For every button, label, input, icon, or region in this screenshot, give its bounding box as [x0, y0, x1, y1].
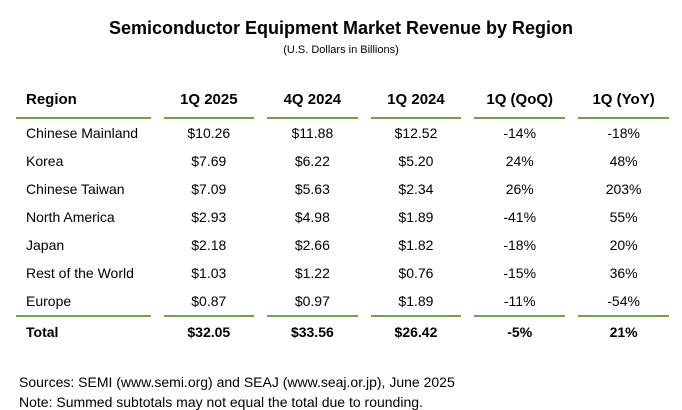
value-cell: 203% [605, 181, 642, 197]
value-cell: $1.89 [398, 293, 434, 309]
value-cell: $12.52 [394, 125, 438, 141]
value-cell: 24% [505, 153, 534, 169]
value-cell: $2.18 [191, 237, 227, 253]
header-row: Region 1Q 2025 4Q 2024 1Q 2024 1Q (QoQ) … [16, 84, 669, 119]
column-header-yoy: 1Q (YoY) [578, 84, 669, 119]
value-cell: $11.88 [291, 125, 334, 141]
value-cell: $2.66 [294, 237, 330, 253]
region-cell: Rest of the World [26, 265, 134, 281]
value-cell: -41% [503, 209, 537, 225]
table-row-north-america: North America $2.93 $4.98 $1.89 -41% 55% [16, 203, 669, 231]
value-cell: $1.22 [294, 265, 330, 281]
value-cell: $0.87 [191, 293, 227, 309]
value-cell: $1.82 [398, 237, 434, 253]
total-row: Total $32.05 $33.56 $26.42 -5% 21% [16, 315, 669, 347]
value-cell: -18% [607, 125, 640, 141]
value-cell: $4.98 [294, 209, 330, 225]
value-cell: -14% [503, 125, 537, 141]
table-row-rest-of-world: Rest of the World $1.03 $1.22 $0.76 -15%… [16, 259, 669, 287]
total-value-cell: $32.05 [163, 315, 255, 347]
total-value-cell: -5% [474, 315, 566, 347]
total-value-cell: 21% [578, 315, 669, 347]
table-row-europe: Europe $0.87 $0.97 $1.89 -11% -54% [16, 287, 669, 315]
value-cell: -18% [503, 237, 537, 253]
footer: Sources: SEMI (www.semi.org) and SEAJ (w… [19, 372, 682, 410]
region-cell: North America [26, 209, 115, 225]
total-value-cell: $33.56 [267, 315, 358, 347]
region-cell: Japan [26, 237, 65, 253]
revenue-table: Region 1Q 2025 4Q 2024 1Q 2024 1Q (QoQ) … [3, 84, 682, 347]
value-cell: 55% [609, 209, 638, 225]
page-subtitle: (U.S. Dollars in Billions) [283, 44, 399, 56]
value-cell: $1.89 [398, 209, 434, 225]
value-cell: $2.93 [191, 209, 227, 225]
total-value-cell: $26.42 [370, 315, 462, 347]
column-header-1q2024: 1Q 2024 [370, 84, 462, 119]
value-cell: -54% [607, 293, 640, 309]
value-cell: -15% [503, 265, 537, 281]
value-cell: $6.22 [294, 153, 330, 169]
total-label-cell: Total [16, 315, 151, 347]
value-cell: $10.26 [187, 125, 231, 141]
sources-note: Sources: SEMI (www.semi.org) and SEAJ (w… [19, 374, 455, 390]
column-header-4q2024: 4Q 2024 [267, 84, 358, 119]
value-cell: $0.97 [294, 293, 330, 309]
value-cell: 48% [609, 153, 638, 169]
region-cell: Korea [26, 153, 64, 169]
table-row-chinese-taiwan: Chinese Taiwan $7.09 $5.63 $2.34 26% 203… [16, 175, 669, 203]
table-row-chinese-mainland: Chinese Mainland $10.26 $11.88 $12.52 -1… [16, 119, 669, 147]
value-cell: -11% [503, 293, 536, 309]
table-row-japan: Japan $2.18 $2.66 $1.82 -18% 20% [16, 231, 669, 259]
table-row-korea: Korea $7.69 $6.22 $5.20 24% 48% [16, 147, 669, 175]
value-cell: 20% [609, 237, 638, 253]
value-cell: $5.20 [398, 153, 434, 169]
value-cell: 36% [609, 265, 638, 281]
column-header-1q2025: 1Q 2025 [163, 84, 255, 119]
value-cell: $7.09 [191, 181, 227, 197]
region-cell: Chinese Taiwan [26, 181, 125, 197]
column-header-qoq: 1Q (QoQ) [474, 84, 566, 119]
rounding-note: Note: Summed subtotals may not equal the… [19, 394, 423, 410]
value-cell: $2.34 [398, 181, 434, 197]
region-cell: Europe [26, 293, 72, 309]
value-cell: 26% [505, 181, 534, 197]
region-cell: Chinese Mainland [26, 125, 139, 141]
value-cell: $1.03 [191, 265, 227, 281]
value-cell: $5.63 [294, 181, 330, 197]
value-cell: $7.69 [191, 153, 227, 169]
column-header-region: Region [16, 84, 151, 119]
page-title: Semiconductor Equipment Market Revenue b… [108, 18, 574, 38]
value-cell: $0.76 [398, 265, 434, 281]
